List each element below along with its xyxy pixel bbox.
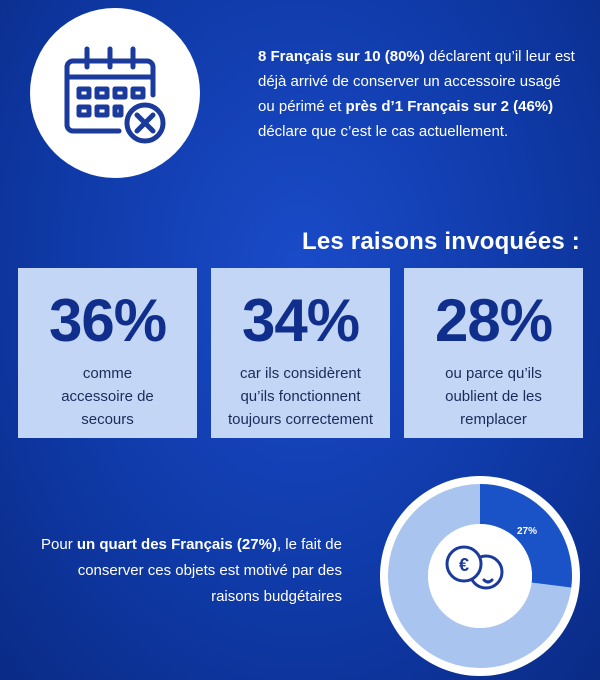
donut-label: 27%: [517, 526, 538, 537]
reason-card-1: 36% comme accessoire de secours: [18, 268, 197, 438]
svg-text:€: €: [459, 555, 469, 575]
calendar-icon-circle: [30, 8, 200, 178]
reason-desc: comme accessoire de secours: [61, 365, 154, 428]
reasons-cards: 36% comme accessoire de secours 34% car …: [18, 268, 583, 438]
intro-text-4: déclare que c’est le cas actuellement.: [258, 123, 509, 140]
reason-card-3: 28% ou parce qu’ils oublient de les remp…: [404, 268, 583, 438]
intro-text-2: déclarent qu’il leur est déjà arrivé de …: [258, 48, 575, 115]
reason-desc: ou parce qu’ils oublient de les remplace…: [445, 365, 542, 428]
calendar-cancel-icon: [64, 46, 166, 144]
budget-text: Pour un quart des Français (27%), le fai…: [30, 532, 342, 610]
budget-text-3: , le fait de conserver ces objets est mo…: [77, 536, 342, 605]
reason-card-2: 34% car ils considèrent qu’ils fonctionn…: [211, 268, 390, 438]
reason-percent: 34%: [241, 287, 360, 354]
intro-stat-80: 8 Français sur 10 (80%): [258, 48, 425, 65]
donut-center: [428, 524, 532, 628]
donut-chart: €: [380, 476, 580, 676]
budget-stat: un quart des Français (27%): [76, 536, 277, 553]
budget-text-1: Pour: [41, 536, 77, 553]
reasons-title: Les raisons invoquées :: [301, 228, 580, 255]
intro-text: 8 Français sur 10 (80%) déclarent qu’il …: [258, 44, 578, 144]
reason-percent: 36%: [48, 287, 167, 354]
euro-coin-icon: €: [445, 545, 504, 590]
reason-desc: car ils considèrent qu’ils fonctionnent …: [227, 365, 374, 428]
intro-stat-46: près d’1 Français sur 2 (46%): [345, 98, 554, 115]
budget-donut: €: [380, 476, 580, 676]
donut-segment: [479, 484, 572, 588]
reason-percent: 28%: [434, 287, 553, 354]
